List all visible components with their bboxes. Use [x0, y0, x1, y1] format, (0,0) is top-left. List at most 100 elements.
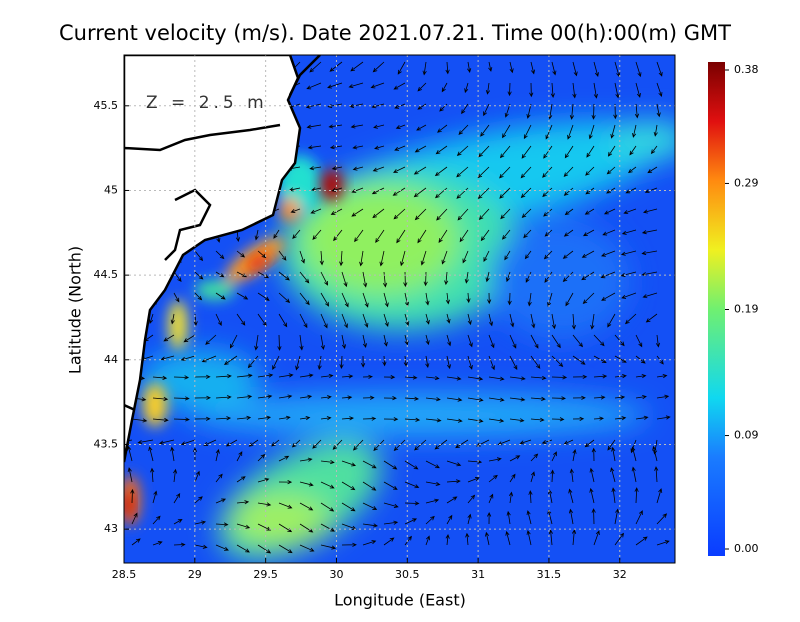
arrow [397, 61, 406, 75]
arrow [425, 460, 440, 469]
arrow [614, 508, 620, 525]
arrow [320, 373, 334, 379]
arrow [404, 334, 409, 346]
arrow [477, 187, 490, 200]
x-tick-label: 30 [329, 568, 343, 581]
arrow [571, 313, 576, 330]
arrow [635, 394, 647, 400]
arrow [236, 544, 250, 553]
arrow [278, 502, 293, 509]
arrow [551, 417, 565, 422]
arrow [215, 313, 222, 327]
arrow [403, 355, 408, 367]
arrow [290, 208, 301, 213]
arrow [488, 418, 505, 423]
arrow [271, 439, 280, 447]
arrow [614, 82, 620, 99]
arrow [655, 334, 661, 348]
arrow [465, 532, 470, 546]
arrow [158, 439, 175, 445]
arrow [634, 487, 639, 504]
arrow [299, 415, 311, 421]
arrow [569, 103, 575, 120]
arrow [434, 439, 448, 450]
arrow [320, 395, 332, 400]
arrow [509, 61, 514, 74]
arrow [229, 334, 238, 349]
arrow [591, 508, 596, 525]
arrow [247, 355, 259, 369]
arrow [383, 481, 398, 490]
arrow [173, 292, 180, 303]
arrow [530, 471, 536, 483]
arrow [215, 522, 229, 527]
arrow [257, 250, 267, 259]
arrow [480, 124, 490, 137]
velocity-field [124, 55, 675, 563]
arrow [309, 61, 322, 73]
colorbar-tick-label: 0.09 [734, 429, 759, 442]
arrow [305, 103, 322, 109]
arrow [383, 502, 399, 508]
arrow [425, 397, 441, 402]
arrow [530, 313, 536, 329]
arrow [488, 493, 494, 504]
arrow [499, 145, 511, 159]
arrow [312, 439, 322, 449]
arrow [382, 355, 387, 367]
arrow [593, 395, 606, 400]
arrow [461, 103, 469, 115]
arrow [299, 313, 308, 329]
arrow [601, 250, 616, 257]
arrow [446, 514, 453, 525]
arrow [547, 292, 553, 307]
arrow [295, 355, 301, 371]
arrow [635, 415, 649, 420]
arrow [173, 468, 178, 483]
arrow [425, 375, 440, 381]
arrow [328, 124, 343, 129]
arrow [488, 474, 498, 483]
arrow [635, 334, 643, 348]
arrow [278, 373, 294, 378]
arrow [551, 313, 557, 330]
arrow [446, 496, 458, 504]
arrow [299, 544, 315, 552]
title: Current velocity (m/s). Date 2021.07.21.… [59, 21, 731, 45]
arrow [320, 416, 332, 421]
arrow [215, 416, 232, 421]
arrow [396, 229, 406, 244]
arrow [635, 82, 641, 98]
arrow [362, 271, 368, 288]
arrow [278, 394, 293, 399]
arrow [299, 250, 305, 264]
arrow [564, 145, 574, 159]
arrow [620, 271, 637, 277]
arrow [414, 145, 427, 153]
arrow [257, 394, 273, 399]
arrow [137, 439, 154, 445]
arrow [299, 394, 313, 399]
arrow [254, 334, 259, 351]
arrow [436, 208, 448, 221]
arrow [403, 271, 408, 288]
arrow [320, 271, 328, 286]
colorbar-tick-label: 0.19 [734, 303, 759, 316]
arrow [593, 374, 608, 379]
arrow [194, 374, 211, 379]
arrow [634, 103, 640, 119]
arrow [205, 334, 217, 345]
arrow [544, 229, 553, 237]
arrow [564, 208, 574, 216]
arrow [502, 124, 511, 139]
arrow [526, 530, 532, 546]
arrow [417, 229, 427, 244]
arrow [152, 375, 168, 380]
arrow [341, 292, 349, 308]
arrow [416, 124, 427, 131]
arrow [614, 395, 626, 400]
coastline [124, 55, 321, 412]
arrow [543, 145, 553, 159]
arrow [613, 103, 618, 120]
arrow [582, 292, 595, 305]
